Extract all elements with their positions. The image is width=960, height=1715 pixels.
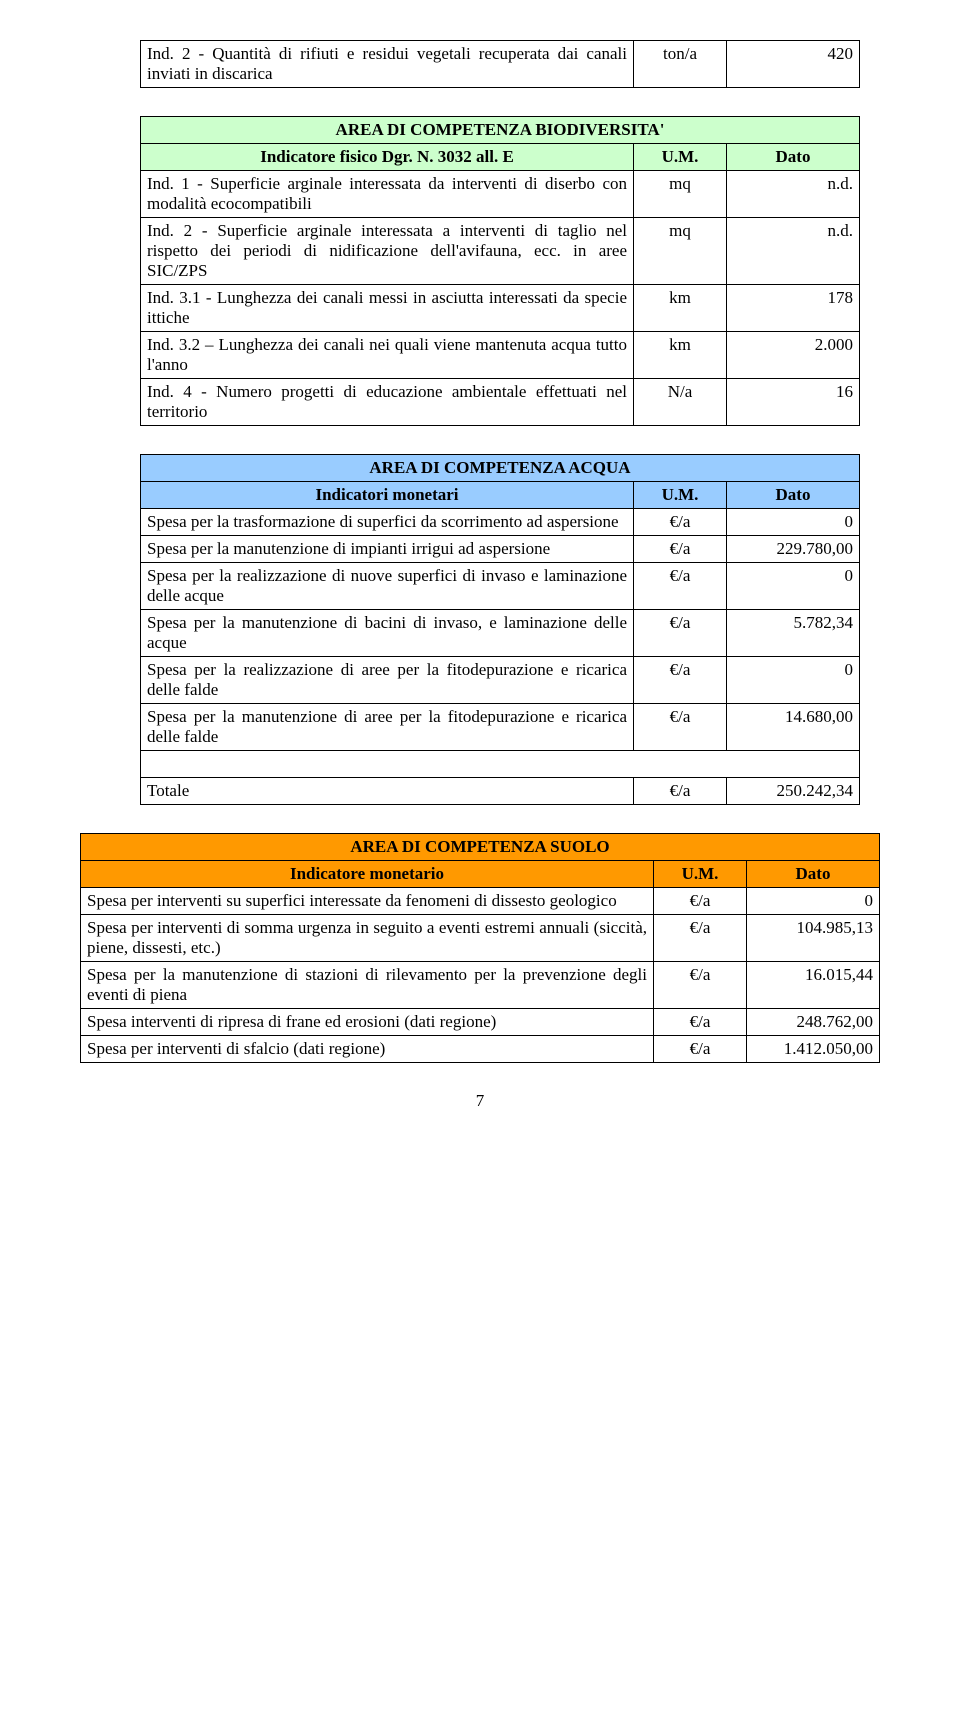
- row-label: Spesa per la trasformazione di superfici…: [141, 509, 634, 536]
- table-row: Spesa per interventi su superfici intere…: [81, 888, 880, 915]
- header-row: Indicatori monetari U.M. Dato: [141, 482, 860, 509]
- row-val: 5.782,34: [727, 610, 860, 657]
- row-label: Ind. 4 - Numero progetti di educazione a…: [141, 379, 634, 426]
- table-row: Spesa per interventi di sfalcio (dati re…: [81, 1036, 880, 1063]
- total-um: €/a: [634, 778, 727, 805]
- row-label: Spesa interventi di ripresa di frane ed …: [81, 1009, 654, 1036]
- area-title: AREA DI COMPETENZA ACQUA: [141, 455, 860, 482]
- row-val: 14.680,00: [727, 704, 860, 751]
- area-title-row: AREA DI COMPETENZA BIODIVERSITA': [141, 117, 860, 144]
- row-val: 229.780,00: [727, 536, 860, 563]
- row-um: €/a: [634, 704, 727, 751]
- row-label: Spesa per interventi su superfici intere…: [81, 888, 654, 915]
- header-um: U.M.: [634, 482, 727, 509]
- row-um: mq: [634, 171, 727, 218]
- row-val: 2.000: [727, 332, 860, 379]
- row-um: €/a: [634, 610, 727, 657]
- row-val: 1.412.050,00: [747, 1036, 880, 1063]
- row-um: €/a: [634, 536, 727, 563]
- table-row: Spesa interventi di ripresa di frane ed …: [81, 1009, 880, 1036]
- row-um: km: [634, 285, 727, 332]
- table-row: Ind. 1 - Superficie arginale interessata…: [141, 171, 860, 218]
- header-row: Indicatore fisico Dgr. N. 3032 all. E U.…: [141, 144, 860, 171]
- row-val: 16.015,44: [747, 962, 880, 1009]
- header-label: Indicatore fisico Dgr. N. 3032 all. E: [141, 144, 634, 171]
- row-val: 16: [727, 379, 860, 426]
- row-val: 0: [727, 509, 860, 536]
- row-um: €/a: [654, 1036, 747, 1063]
- suolo-table: AREA DI COMPETENZA SUOLO Indicatore mone…: [80, 833, 880, 1063]
- biodiv-table: AREA DI COMPETENZA BIODIVERSITA' Indicat…: [140, 116, 860, 426]
- row-label: Spesa per interventi di somma urgenza in…: [81, 915, 654, 962]
- page-number: 7: [80, 1091, 880, 1111]
- table-row: Spesa per la trasformazione di superfici…: [141, 509, 860, 536]
- row-label: Ind. 3.2 – Lunghezza dei canali nei qual…: [141, 332, 634, 379]
- row-val: 0: [727, 563, 860, 610]
- row-val: 104.985,13: [747, 915, 880, 962]
- row-label: Ind. 3.1 - Lunghezza dei canali messi in…: [141, 285, 634, 332]
- row-val: 178: [727, 285, 860, 332]
- header-val: Dato: [747, 861, 880, 888]
- row-um: N/a: [634, 379, 727, 426]
- total-row: Totale €/a 250.242,34: [141, 778, 860, 805]
- row-val: n.d.: [727, 218, 860, 285]
- row-um: €/a: [654, 962, 747, 1009]
- area-title: AREA DI COMPETENZA BIODIVERSITA': [141, 117, 860, 144]
- row-val: 248.762,00: [747, 1009, 880, 1036]
- area-title-row: AREA DI COMPETENZA ACQUA: [141, 455, 860, 482]
- table-row: Ind. 2 - Quantità di rifiuti e residui v…: [141, 41, 860, 88]
- area-title-row: AREA DI COMPETENZA SUOLO: [81, 834, 880, 861]
- total-val: 250.242,34: [727, 778, 860, 805]
- row-um: mq: [634, 218, 727, 285]
- top-fragment-table: Ind. 2 - Quantità di rifiuti e residui v…: [140, 40, 860, 88]
- row-label: Ind. 2 - Quantità di rifiuti e residui v…: [141, 41, 634, 88]
- row-val: 420: [727, 41, 860, 88]
- table-row: Spesa per la manutenzione di stazioni di…: [81, 962, 880, 1009]
- row-um: €/a: [654, 915, 747, 962]
- table-row: Ind. 3.1 - Lunghezza dei canali messi in…: [141, 285, 860, 332]
- total-label: Totale: [141, 778, 634, 805]
- table-row: Spesa per la realizzazione di nuove supe…: [141, 563, 860, 610]
- acqua-table: AREA DI COMPETENZA ACQUA Indicatori mone…: [140, 454, 860, 805]
- header-label: Indicatore monetario: [81, 861, 654, 888]
- row-label: Spesa per la realizzazione di aree per l…: [141, 657, 634, 704]
- header-row: Indicatore monetario U.M. Dato: [81, 861, 880, 888]
- row-um: €/a: [634, 563, 727, 610]
- table-row: Ind. 2 - Superficie arginale interessata…: [141, 218, 860, 285]
- row-label: Spesa per la manutenzione di stazioni di…: [81, 962, 654, 1009]
- row-val: 0: [747, 888, 880, 915]
- header-val: Dato: [727, 144, 860, 171]
- row-um: €/a: [654, 1009, 747, 1036]
- table-row: Spesa per la manutenzione di bacini di i…: [141, 610, 860, 657]
- row-um: €/a: [634, 657, 727, 704]
- table-row: Spesa per interventi di somma urgenza in…: [81, 915, 880, 962]
- header-label: Indicatori monetari: [141, 482, 634, 509]
- row-um: ton/a: [634, 41, 727, 88]
- area-title: AREA DI COMPETENZA SUOLO: [81, 834, 880, 861]
- row-um: €/a: [634, 509, 727, 536]
- row-um: km: [634, 332, 727, 379]
- row-label: Spesa per la realizzazione di nuove supe…: [141, 563, 634, 610]
- row-label: Spesa per la manutenzione di bacini di i…: [141, 610, 634, 657]
- row-label: Ind. 1 - Superficie arginale interessata…: [141, 171, 634, 218]
- header-val: Dato: [727, 482, 860, 509]
- row-label: Spesa per interventi di sfalcio (dati re…: [81, 1036, 654, 1063]
- table-row: Ind. 3.2 – Lunghezza dei canali nei qual…: [141, 332, 860, 379]
- row-label: Spesa per la manutenzione di impianti ir…: [141, 536, 634, 563]
- table-row: Spesa per la manutenzione di impianti ir…: [141, 536, 860, 563]
- table-row: Spesa per la realizzazione di aree per l…: [141, 657, 860, 704]
- row-um: €/a: [654, 888, 747, 915]
- header-um: U.M.: [654, 861, 747, 888]
- header-um: U.M.: [634, 144, 727, 171]
- row-label: Ind. 2 - Superficie arginale interessata…: [141, 218, 634, 285]
- row-val: 0: [727, 657, 860, 704]
- row-val: n.d.: [727, 171, 860, 218]
- spacer-row: [141, 751, 860, 778]
- table-row: Spesa per la manutenzione di aree per la…: [141, 704, 860, 751]
- row-label: Spesa per la manutenzione di aree per la…: [141, 704, 634, 751]
- table-row: Ind. 4 - Numero progetti di educazione a…: [141, 379, 860, 426]
